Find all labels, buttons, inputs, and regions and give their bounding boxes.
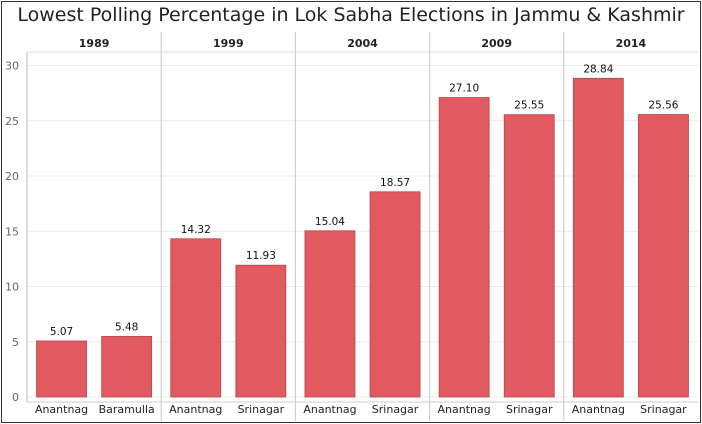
data-label-1999-anantnag: 14.32	[181, 224, 211, 236]
bar-1999-srinagar	[235, 264, 287, 398]
data-label-1989-baramulla: 5.48	[115, 321, 138, 333]
category-label-2014-srinagar: Srinagar	[640, 403, 687, 416]
y-tick-label-15: 15	[5, 225, 19, 238]
chart-title: Lowest Polling Percentage in Lok Sabha E…	[17, 4, 685, 26]
y-tick-label-10: 10	[5, 281, 19, 294]
year-header-2014: 2014	[616, 37, 647, 50]
bar-2004-srinagar	[369, 191, 421, 398]
data-label-1989-anantnag: 5.07	[50, 326, 73, 338]
data-label-2014-srinagar: 25.56	[648, 100, 678, 112]
bar-2014-srinagar	[638, 114, 689, 398]
data-label-2004-srinagar: 18.57	[380, 177, 410, 189]
data-label-2009-anantnag: 27.10	[449, 83, 479, 95]
bar-2009-srinagar	[503, 114, 555, 398]
year-header-2009: 2009	[481, 37, 512, 50]
bar-1989-anantnag	[36, 340, 87, 398]
data-label-2014-anantnag: 28.84	[583, 63, 613, 75]
year-header-1999: 1999	[213, 37, 244, 50]
category-label-1989-anantnag: Anantnag	[35, 403, 88, 416]
y-tick-label-0: 0	[12, 391, 19, 404]
category-label-2014-anantnag: Anantnag	[572, 403, 625, 416]
category-label-2009-anantnag: Anantnag	[438, 403, 491, 416]
year-header-1989: 1989	[79, 37, 110, 50]
category-label-2009-srinagar: Srinagar	[506, 403, 553, 416]
y-tick-label-20: 20	[5, 170, 19, 183]
year-header-2004: 2004	[347, 37, 378, 50]
data-label-1999-srinagar: 11.93	[246, 250, 276, 262]
data-label-2004-anantnag: 15.04	[315, 216, 345, 228]
y-tick-label-30: 30	[5, 60, 19, 73]
bar-2009-anantnag	[438, 97, 490, 398]
y-tick-label-5: 5	[12, 336, 19, 349]
bar-1999-anantnag	[170, 238, 222, 398]
category-label-2004-srinagar: Srinagar	[372, 403, 419, 416]
bar-1989-baramulla	[101, 336, 153, 398]
category-label-1989-baramulla: Baramulla	[99, 403, 155, 416]
category-label-2004-anantnag: Anantnag	[303, 403, 356, 416]
bar-2014-anantnag	[572, 77, 624, 398]
bar-2004-anantnag	[304, 230, 356, 398]
category-label-1999-anantnag: Anantnag	[169, 403, 222, 416]
data-label-2009-srinagar: 25.55	[514, 100, 544, 112]
category-label-1999-srinagar: Srinagar	[238, 403, 285, 416]
y-tick-label-25: 25	[5, 115, 19, 128]
